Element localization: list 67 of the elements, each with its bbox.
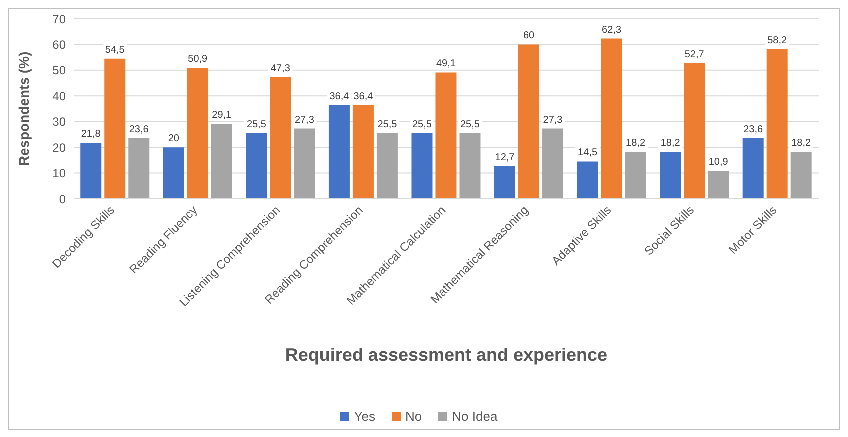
bar: [294, 128, 316, 199]
bar: [542, 128, 564, 199]
data-label: 36,4: [330, 91, 350, 102]
data-label: 23,6: [744, 124, 764, 136]
legend-label: No: [406, 409, 422, 424]
data-label: 27,3: [294, 114, 315, 126]
bar: [412, 133, 433, 199]
data-label: 54,5: [105, 44, 126, 56]
y-axis-title: Respondents (%): [16, 52, 32, 166]
bar: [518, 44, 540, 199]
y-tick-label: 70: [52, 12, 66, 26]
x-axis-title: Required assessment and experience: [285, 345, 608, 365]
data-label: 12,7: [495, 152, 516, 164]
data-label: 18,2: [626, 138, 646, 150]
data-label: 47,3: [270, 63, 291, 74]
bar: [211, 124, 232, 199]
bar: [436, 72, 457, 199]
bar: [601, 38, 622, 199]
data-label: 18,2: [792, 138, 812, 150]
bar: [128, 138, 150, 199]
data-label: 10,9: [708, 156, 729, 168]
data-label: 25,5: [412, 119, 432, 130]
bar: [187, 68, 208, 199]
bar: [684, 63, 706, 199]
y-tick-label: 20: [52, 140, 66, 155]
bar: [352, 105, 374, 199]
bar: [660, 152, 682, 199]
legend-label: No Idea: [452, 409, 498, 424]
data-label: 60: [523, 30, 536, 42]
bar: [80, 142, 102, 199]
data-label: 14,5: [578, 148, 598, 159]
data-label: 27,3: [543, 114, 564, 126]
legend-label: Yes: [354, 409, 376, 424]
bar: [376, 133, 398, 199]
data-label: 49,1: [436, 58, 456, 70]
data-label: 20: [168, 134, 180, 145]
data-label: 36,4: [354, 91, 374, 102]
bar: [494, 166, 516, 199]
y-tick-label: 30: [52, 115, 66, 130]
bar: [328, 105, 350, 199]
bar: [625, 152, 646, 199]
bar: [270, 77, 292, 199]
bar: [577, 162, 598, 199]
data-label: 58,2: [768, 35, 788, 46]
data-label: 50,9: [188, 54, 208, 66]
data-label: 25,5: [460, 119, 480, 130]
y-tick-label: 40: [52, 89, 66, 104]
bar: [766, 49, 788, 199]
bar: [708, 170, 730, 199]
data-label: 29,1: [212, 110, 232, 122]
y-tick-label: 60: [52, 38, 66, 52]
data-label: 52,7: [684, 49, 705, 60]
bar: [163, 148, 184, 199]
data-label: 18,2: [660, 138, 681, 150]
bar: [790, 152, 812, 199]
bar: [742, 138, 764, 199]
bar: [246, 133, 268, 199]
data-label: 25,5: [378, 119, 398, 130]
data-label: 25,5: [246, 119, 267, 130]
y-tick-label: 10: [52, 166, 66, 181]
bar: [460, 133, 481, 199]
data-label: 62,3: [602, 24, 622, 36]
y-tick-label: 0: [59, 192, 66, 206]
data-label: 21,8: [81, 128, 102, 140]
data-label: 23,6: [129, 124, 150, 136]
bar: [104, 58, 126, 199]
y-tick-label: 50: [52, 64, 66, 78]
